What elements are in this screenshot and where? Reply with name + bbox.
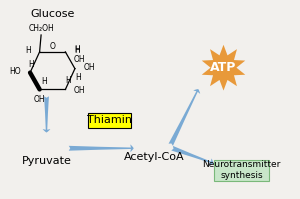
FancyBboxPatch shape [214,160,269,181]
Text: H: H [76,73,81,82]
Text: HO: HO [10,67,21,76]
Text: Glucose: Glucose [30,9,75,19]
Text: O: O [50,42,56,51]
Text: OH: OH [83,62,95,72]
Text: Neurotransmitter
synthesis: Neurotransmitter synthesis [202,160,281,180]
Text: H: H [29,60,34,69]
Text: OH: OH [74,86,85,95]
Text: Acetyl-CoA: Acetyl-CoA [124,152,185,162]
Text: OH: OH [74,56,85,64]
Text: H: H [74,45,80,54]
Text: H: H [65,76,71,85]
Text: H: H [74,46,80,55]
Text: CH₂OH: CH₂OH [28,24,54,33]
Text: H: H [25,46,31,55]
Text: ATP: ATP [210,61,237,74]
Text: OH: OH [34,95,45,104]
Polygon shape [202,45,245,91]
Text: H: H [41,77,47,86]
FancyBboxPatch shape [88,113,131,128]
Text: Pyruvate: Pyruvate [22,156,71,166]
Text: Thiamin: Thiamin [87,115,132,125]
